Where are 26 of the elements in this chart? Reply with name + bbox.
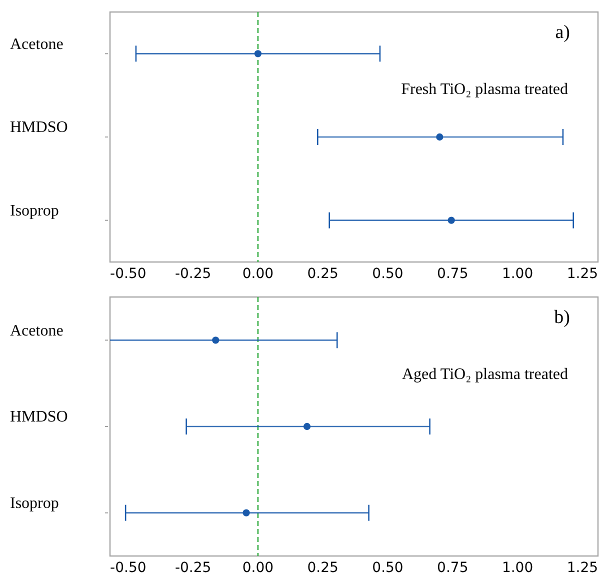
annotation: Fresh TiO₂ plasma treated: [401, 81, 568, 98]
x-tick-label: 1.00: [502, 560, 534, 576]
x-tick-label: 0.75: [437, 266, 468, 282]
y-tick-label: Acetone: [10, 36, 64, 53]
annotation: Aged TiO₂ plasma treated: [402, 366, 568, 383]
y-tick-label: Isoprop: [10, 202, 59, 220]
x-tick-label: 0.00: [242, 266, 274, 282]
x-tick-label: 0.00: [242, 560, 274, 576]
x-tick-label: 0.50: [372, 266, 404, 282]
x-tick-label: 0.25: [307, 266, 338, 282]
annotation: a): [555, 22, 570, 43]
x-tick-label: -0.25: [174, 560, 212, 576]
x-tick-label: 1.25: [566, 266, 598, 282]
x-tick-label: 0.50: [372, 560, 404, 576]
annotation: b): [554, 307, 570, 328]
x-tick-label: -0.50: [110, 560, 146, 576]
x-tick-label: -0.50: [110, 266, 146, 282]
x-tick-label: 1.00: [502, 266, 534, 282]
y-tick-label: Acetone: [10, 322, 64, 340]
x-tick-label: -0.25: [174, 266, 212, 282]
x-tick-label: 0.75: [437, 560, 468, 576]
y-tick-label: HMDSO: [10, 408, 68, 426]
x-tick-label: 0.25: [307, 560, 338, 576]
x-tick-label: 1.25: [566, 560, 598, 576]
y-tick-label: HMDSO: [10, 119, 68, 136]
y-tick-label: Isoprop: [10, 495, 59, 512]
